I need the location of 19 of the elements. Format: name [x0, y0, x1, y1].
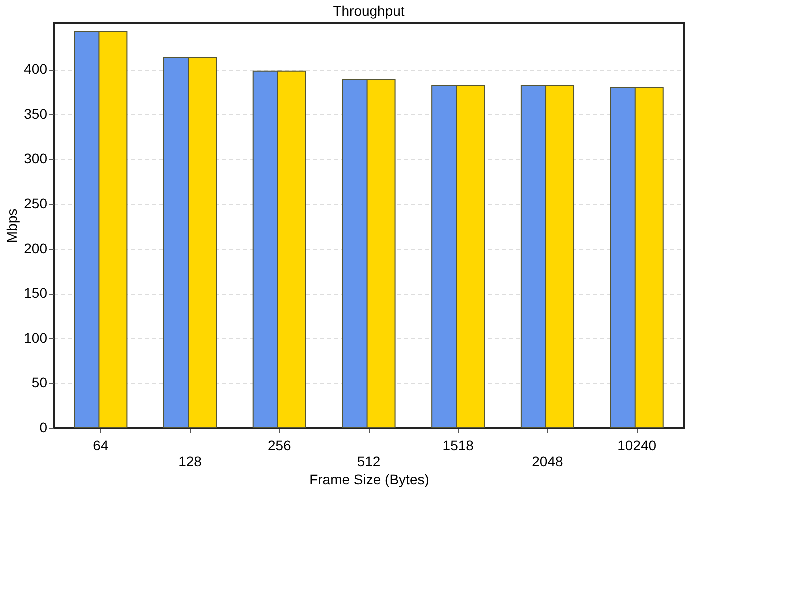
y-tick-label: 250 — [24, 195, 48, 212]
x-tick-label: 128 — [178, 454, 202, 470]
x-tick-label: 64 — [93, 438, 109, 454]
chart-title: Throughput — [333, 3, 405, 19]
x-tick-label: 256 — [268, 438, 292, 454]
y-tick-label: 50 — [32, 374, 48, 391]
x-tick-label: 1518 — [442, 438, 474, 454]
y-tick-label: 400 — [24, 61, 48, 78]
y-tick-label: 150 — [24, 285, 48, 302]
y-tick-label: 200 — [24, 240, 48, 256]
x-tick-label: 10240 — [618, 438, 657, 454]
y-tick-label: 0 — [40, 420, 48, 436]
y-tick-label: 300 — [24, 150, 48, 167]
y-axis-title: Mbps — [4, 208, 20, 244]
y-tick-label: 100 — [24, 330, 48, 346]
x-tick-label: 512 — [357, 454, 381, 470]
x-axis-title: Frame Size (Bytes) — [310, 472, 430, 488]
x-tick-label: 2048 — [532, 454, 564, 470]
y-tick-label: 350 — [24, 106, 48, 122]
